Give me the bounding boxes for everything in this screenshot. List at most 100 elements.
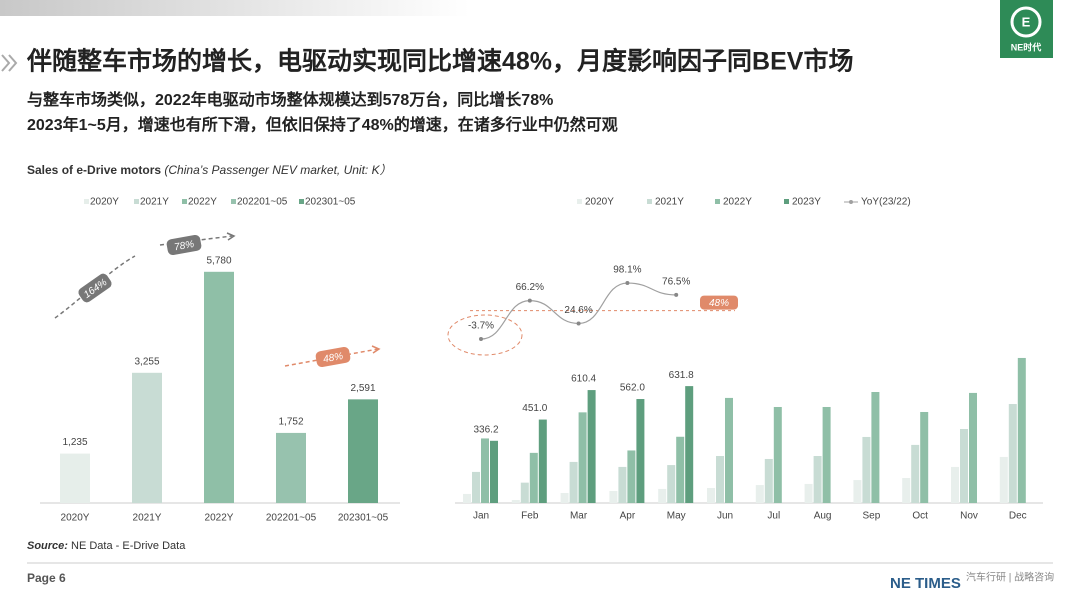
legend-dot bbox=[849, 200, 853, 204]
legend-label: 2021Y bbox=[655, 197, 684, 208]
bar bbox=[490, 440, 498, 503]
yoy-point bbox=[479, 337, 483, 342]
annotation-label: 48% bbox=[322, 351, 344, 365]
data-label: 98.1% bbox=[613, 265, 641, 276]
data-label: 562.0 bbox=[620, 383, 645, 394]
legend-swatch bbox=[84, 199, 89, 204]
bar bbox=[911, 444, 920, 503]
bar bbox=[472, 471, 480, 503]
bar bbox=[60, 453, 90, 503]
bar bbox=[618, 466, 627, 503]
bar bbox=[587, 390, 596, 503]
bar bbox=[804, 483, 813, 503]
bar bbox=[764, 458, 773, 503]
bar bbox=[481, 438, 489, 503]
data-label: -3.7% bbox=[468, 321, 494, 332]
source-label: Source: bbox=[27, 540, 68, 552]
bar bbox=[902, 478, 911, 503]
annotation: 164% bbox=[78, 273, 112, 303]
data-label: 336.2 bbox=[473, 424, 498, 435]
x-tick-label: Nov bbox=[960, 511, 978, 522]
bar bbox=[578, 412, 587, 503]
x-tick-label: Aug bbox=[814, 511, 832, 522]
data-label: 76.5% bbox=[662, 277, 690, 288]
bar bbox=[871, 392, 880, 503]
bar bbox=[538, 419, 547, 503]
annotation-pill bbox=[315, 346, 351, 368]
source-text: NE Data - E-Drive Data bbox=[71, 540, 186, 552]
subtitle-line: 与整车市场类似，2022年电驱动市场整体规模达到578万台，同比增长78% bbox=[27, 90, 553, 109]
yoy-point bbox=[674, 292, 679, 297]
x-tick-label: Sep bbox=[863, 511, 881, 522]
legend-label: 2020Y bbox=[90, 197, 119, 208]
logo: E NE时代 bbox=[1000, 0, 1053, 58]
data-label: 3,255 bbox=[134, 356, 159, 367]
title: 伴随整车市场的增长，电驱动实现同比增速48%，月度影响因子同BEV市场 bbox=[26, 47, 853, 76]
bar bbox=[716, 456, 724, 503]
legend-label: 202301~05 bbox=[305, 197, 356, 208]
bar bbox=[520, 482, 529, 503]
chart-title: Sales of e-Drive motors (China’s Passeng… bbox=[27, 163, 392, 177]
bar bbox=[569, 461, 578, 503]
legend-swatch bbox=[784, 199, 789, 204]
chevrons bbox=[1, 54, 18, 72]
legend-swatch bbox=[577, 199, 582, 204]
data-label: 2,591 bbox=[350, 383, 375, 394]
bar bbox=[627, 450, 636, 503]
bar bbox=[813, 456, 822, 503]
bar bbox=[999, 456, 1008, 503]
top-bar bbox=[0, 0, 470, 16]
logo-text: NE时代 bbox=[1011, 41, 1042, 52]
bar bbox=[204, 271, 234, 503]
legend-swatch bbox=[647, 199, 652, 204]
yoy-point bbox=[527, 298, 532, 303]
bar bbox=[969, 392, 977, 503]
yoy-point bbox=[625, 281, 630, 286]
bar bbox=[658, 488, 667, 503]
data-label: 66.2% bbox=[516, 282, 544, 293]
reference-label: 48% bbox=[709, 298, 729, 309]
legend-label: 2021Y bbox=[140, 197, 169, 208]
legend-swatch bbox=[715, 199, 720, 204]
annotation-label: 78% bbox=[173, 239, 195, 253]
data-label: 631.8 bbox=[669, 370, 694, 381]
x-tick-label: Feb bbox=[521, 511, 539, 522]
legend-swatch bbox=[231, 199, 236, 204]
legend-swatch bbox=[299, 199, 304, 204]
legend-label: 2022Y bbox=[723, 197, 752, 208]
bar bbox=[529, 452, 538, 503]
bar bbox=[463, 493, 471, 503]
x-tick-label: Apr bbox=[620, 511, 636, 522]
data-label: 24.6% bbox=[564, 305, 592, 316]
chart-title-main: Sales of e-Drive motors bbox=[27, 163, 161, 177]
bar bbox=[685, 386, 694, 503]
bar bbox=[920, 411, 929, 503]
bar bbox=[511, 500, 520, 503]
legend-label: 2020Y bbox=[585, 197, 614, 208]
annotation: 78% bbox=[166, 234, 202, 256]
bar bbox=[348, 399, 378, 503]
x-tick-label: 2022Y bbox=[205, 513, 234, 524]
x-tick-label: 2020Y bbox=[61, 513, 90, 524]
x-tick-label: May bbox=[667, 511, 686, 522]
source: Source: NE Data - E-Drive Data bbox=[27, 540, 186, 552]
reference-pill bbox=[700, 295, 738, 310]
subtitle-line: 2023年1~5月，增速也有所下滑，但依旧保持了48%的增速，在诸多行业中仍然可… bbox=[27, 115, 618, 134]
bar bbox=[636, 399, 645, 503]
data-label: 5,780 bbox=[206, 255, 231, 266]
bar bbox=[132, 372, 162, 503]
tagline: 汽车行研 | 战略咨询 bbox=[966, 571, 1054, 584]
annotation-pill bbox=[166, 234, 202, 256]
bar bbox=[707, 488, 715, 503]
bar bbox=[276, 432, 306, 503]
x-tick-label: Oct bbox=[912, 511, 928, 522]
page-number: Page 6 bbox=[27, 571, 66, 585]
bar bbox=[1008, 404, 1017, 503]
yoy-point bbox=[576, 321, 581, 326]
bar bbox=[755, 485, 764, 503]
bar bbox=[1017, 357, 1026, 503]
x-tick-label: Jul bbox=[767, 511, 780, 522]
svg-text:E: E bbox=[1022, 14, 1031, 29]
x-tick-label: Jun bbox=[717, 511, 733, 522]
